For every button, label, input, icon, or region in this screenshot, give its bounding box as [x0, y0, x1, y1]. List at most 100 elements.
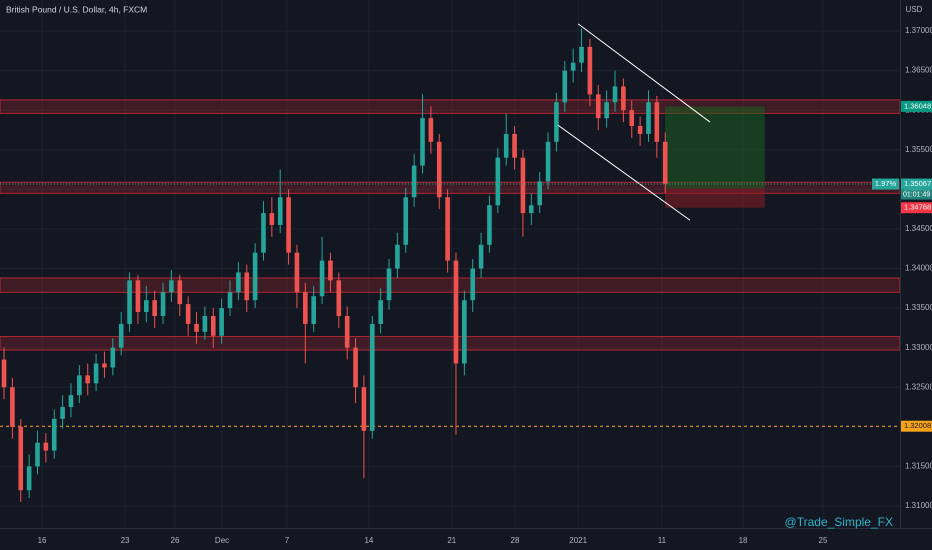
candle-body: [60, 407, 65, 419]
price-badge: [901, 202, 932, 214]
axes: 1.310001.315001.320001.325001.330001.335…: [38, 26, 932, 545]
countdown-label: 01:01:49: [903, 191, 930, 198]
candle-body: [378, 300, 383, 324]
candle-body: [328, 260, 333, 281]
candle-body: [10, 387, 15, 427]
y-tick-label: 1.33500: [905, 303, 932, 312]
candle-body: [202, 316, 208, 332]
price-badge-label: 1.36048: [904, 101, 931, 110]
x-tick-label: 18: [739, 536, 748, 545]
candle-body: [545, 141, 551, 182]
trendline: [577, 23, 711, 123]
y-tick-label: 1.33000: [905, 343, 932, 352]
countdown-badge: [901, 189, 932, 200]
candle-body: [152, 300, 157, 317]
x-tick-label: 2021: [569, 536, 587, 545]
candle-body: [470, 268, 476, 301]
currency-label: USD: [906, 5, 923, 14]
price-badge-label: 1.35067: [904, 179, 931, 188]
y-tick-label: 1.36500: [905, 66, 932, 75]
candle-body: [478, 244, 484, 269]
candle-body: [85, 375, 91, 384]
candle-body: [102, 363, 107, 368]
candle-body: [110, 347, 116, 368]
x-tick-label: 7: [285, 536, 290, 545]
candle-body: [35, 442, 40, 467]
candle-body: [436, 141, 442, 198]
candle-body: [18, 426, 24, 491]
candle-body: [68, 395, 74, 408]
y-tick-label: 1.31500: [905, 462, 932, 471]
x-tick-label: 16: [38, 536, 47, 545]
candle-body: [311, 296, 316, 324]
candle-body: [185, 304, 191, 324]
loss-zone: [664, 188, 765, 208]
candle-body: [277, 197, 283, 225]
candle-body: [227, 292, 233, 309]
candle-body: [445, 197, 450, 261]
x-tick-label: 21: [447, 536, 456, 545]
candle-body: [369, 323, 375, 431]
x-tick-label: 25: [819, 536, 828, 545]
candle-body: [386, 268, 392, 301]
candle-body: [654, 102, 660, 142]
candle-body: [127, 280, 132, 324]
profit-zone: [664, 106, 765, 189]
candle-body: [520, 157, 526, 214]
x-tick-label: 11: [658, 536, 667, 545]
x-tick-label: Dec: [215, 536, 229, 545]
x-tick-label: 26: [171, 536, 180, 545]
y-tick-label: 1.31000: [905, 501, 932, 510]
candle-body: [646, 102, 651, 134]
candle-body: [77, 375, 82, 396]
candle-body: [562, 70, 568, 103]
candle-body: [194, 323, 199, 332]
candle-body: [662, 141, 668, 184]
candle-body: [269, 213, 275, 225]
candle-body: [336, 280, 342, 317]
candle-body: [395, 244, 400, 269]
candle-body: [118, 323, 124, 348]
candle-body: [604, 102, 609, 119]
candle-body: [579, 46, 584, 63]
candle-body: [420, 118, 425, 166]
candle-body: [512, 133, 517, 158]
candle-body: [495, 157, 501, 206]
y-tick-label: 1.34000: [905, 264, 932, 273]
candle-body: [529, 205, 534, 214]
candle-body: [487, 205, 492, 245]
candle-body: [169, 280, 174, 293]
candle-body: [1, 359, 7, 388]
chart-title: British Pound / U.S. Dollar, 4h, FXCM: [6, 4, 147, 14]
price-badge-label: 1.32008: [904, 421, 931, 430]
candle-body: [453, 260, 459, 364]
candle-body: [261, 213, 266, 253]
watermark: @Trade_Simple_FX: [785, 515, 893, 529]
zone: [0, 99, 901, 114]
candle-body: [587, 46, 593, 95]
candle-body: [344, 316, 350, 348]
candle-body: [135, 280, 141, 313]
candle-body: [361, 387, 367, 431]
candle-body: [403, 197, 409, 245]
price-badge-label: 1.34768: [904, 203, 931, 212]
candle-body: [303, 292, 308, 324]
candle-body: [411, 165, 417, 198]
candle-body: [637, 126, 643, 134]
candle-body: [244, 272, 250, 301]
candle-body: [503, 133, 509, 158]
candle-body: [43, 442, 49, 451]
y-tick-label: 1.32500: [905, 382, 932, 391]
y-tick-label: 1.34500: [905, 224, 932, 233]
zone: [0, 277, 901, 293]
candle-body: [93, 363, 99, 384]
candle-body: [236, 272, 241, 293]
candle-body: [621, 86, 626, 111]
zone: [0, 336, 901, 351]
x-tick-label: 14: [364, 536, 373, 545]
candle-body: [353, 347, 358, 388]
change-label: 1.97%: [875, 179, 897, 188]
y-tick-label: 1.37000: [905, 26, 932, 35]
candle-body: [595, 94, 601, 119]
